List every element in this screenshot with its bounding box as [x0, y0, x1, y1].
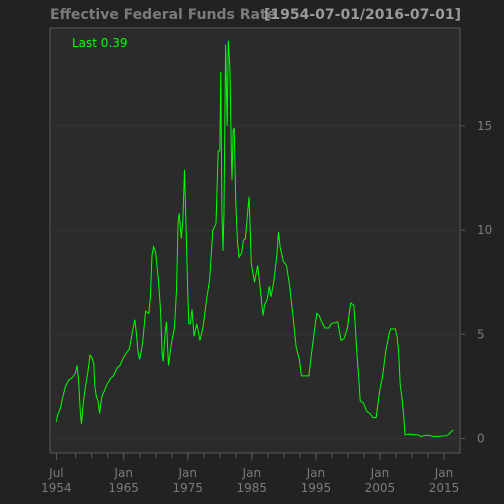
x-tick-label-month: Jan	[434, 466, 454, 480]
x-tick-label-month: Jan	[242, 466, 262, 480]
x-tick-label-month: Jan	[113, 466, 133, 480]
x-tick-label-month: Jan	[177, 466, 197, 480]
chart-title: Effective Federal Funds Rate	[50, 7, 276, 23]
date-range-label: [1954-07-01/2016-07-01]	[264, 7, 461, 23]
plot-area	[49, 27, 461, 454]
y-tick-label: 15	[477, 119, 492, 133]
x-tick-label-month: Jan	[306, 466, 326, 480]
legend-last-value: Last 0.39	[72, 36, 128, 50]
x-tick-label-month: Jan	[370, 466, 390, 480]
x-tick-label-year: 2015	[429, 481, 460, 495]
x-tick-label-year: 1995	[301, 481, 332, 495]
x-tick-label-year: 1965	[108, 481, 139, 495]
x-tick-label-year: 2005	[365, 481, 396, 495]
grid-lines	[50, 125, 460, 439]
x-tick-label-year: 1975	[172, 481, 203, 495]
x-axis: Jul1954Jan1965Jan1975Jan1985Jan1995Jan20…	[41, 452, 460, 495]
x-tick-label-year: 1954	[41, 481, 72, 495]
y-tick-label: 0	[477, 431, 485, 445]
y-tick-label: 10	[477, 223, 492, 237]
y-axis: 0 5 10 15	[460, 119, 492, 445]
series-line-fed-funds	[55, 40, 454, 438]
x-tick-label-year: 1985	[237, 481, 268, 495]
y-tick-label: 5	[477, 327, 485, 341]
x-tick-label-month: Jul	[48, 466, 63, 480]
